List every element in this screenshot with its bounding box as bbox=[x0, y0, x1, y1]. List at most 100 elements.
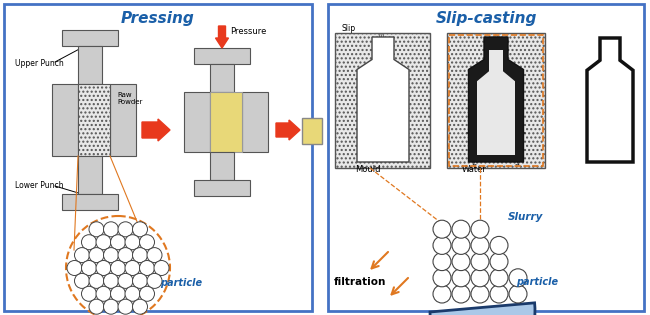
Circle shape bbox=[471, 236, 489, 255]
Bar bbox=[210, 64, 234, 92]
Circle shape bbox=[433, 236, 451, 255]
Circle shape bbox=[118, 222, 133, 237]
Circle shape bbox=[96, 235, 111, 250]
Text: Water: Water bbox=[462, 165, 487, 174]
Circle shape bbox=[490, 285, 508, 303]
Bar bbox=[210, 152, 234, 180]
Circle shape bbox=[490, 253, 508, 271]
Circle shape bbox=[509, 285, 527, 303]
Circle shape bbox=[125, 261, 140, 276]
Circle shape bbox=[433, 253, 451, 271]
Circle shape bbox=[89, 248, 104, 263]
Circle shape bbox=[490, 269, 508, 287]
Text: particle: particle bbox=[160, 278, 202, 288]
Bar bbox=[335, 33, 430, 168]
FancyArrow shape bbox=[276, 120, 300, 140]
Bar bbox=[4, 4, 312, 311]
Text: Slip-casting: Slip-casting bbox=[436, 10, 537, 26]
Circle shape bbox=[81, 261, 96, 276]
Circle shape bbox=[433, 220, 451, 238]
Circle shape bbox=[133, 248, 148, 263]
Text: Upper Punch: Upper Punch bbox=[15, 59, 64, 67]
Circle shape bbox=[103, 299, 118, 314]
Bar bbox=[328, 4, 644, 311]
Circle shape bbox=[133, 299, 148, 314]
Circle shape bbox=[471, 220, 489, 238]
Circle shape bbox=[118, 273, 133, 289]
Text: Mould: Mould bbox=[355, 165, 380, 174]
Circle shape bbox=[111, 261, 125, 276]
Circle shape bbox=[133, 222, 148, 237]
Circle shape bbox=[118, 299, 133, 314]
Circle shape bbox=[452, 220, 470, 238]
Circle shape bbox=[89, 273, 104, 289]
Text: Slurry: Slurry bbox=[508, 212, 543, 222]
Polygon shape bbox=[587, 38, 633, 162]
Bar bbox=[62, 194, 118, 210]
Circle shape bbox=[81, 235, 96, 250]
Bar bbox=[78, 46, 102, 84]
Bar bbox=[62, 30, 118, 46]
Circle shape bbox=[111, 286, 125, 301]
Circle shape bbox=[118, 248, 133, 263]
Polygon shape bbox=[357, 37, 409, 162]
Bar bbox=[449, 35, 543, 166]
Circle shape bbox=[103, 248, 118, 263]
Circle shape bbox=[125, 286, 140, 301]
Bar bbox=[78, 156, 102, 194]
Text: Lower Punch: Lower Punch bbox=[15, 180, 64, 190]
Text: particle: particle bbox=[516, 277, 558, 287]
Text: Raw: Raw bbox=[117, 92, 131, 98]
Circle shape bbox=[471, 285, 489, 303]
Polygon shape bbox=[469, 37, 523, 162]
Circle shape bbox=[509, 269, 527, 287]
Circle shape bbox=[75, 248, 90, 263]
Circle shape bbox=[452, 253, 470, 271]
Bar bbox=[447, 33, 545, 168]
Circle shape bbox=[103, 273, 118, 289]
Wedge shape bbox=[430, 303, 535, 315]
Text: Pressure: Pressure bbox=[230, 27, 266, 37]
Bar bbox=[242, 92, 268, 152]
FancyArrow shape bbox=[142, 119, 170, 141]
Polygon shape bbox=[477, 50, 515, 155]
Bar bbox=[52, 84, 78, 156]
Circle shape bbox=[111, 235, 125, 250]
Circle shape bbox=[471, 269, 489, 287]
Bar bbox=[194, 180, 250, 196]
Circle shape bbox=[471, 253, 489, 271]
Text: Pressing: Pressing bbox=[121, 10, 195, 26]
Bar bbox=[110, 84, 136, 156]
Bar bbox=[78, 84, 110, 156]
Circle shape bbox=[452, 269, 470, 287]
Circle shape bbox=[140, 286, 155, 301]
Circle shape bbox=[89, 222, 104, 237]
Bar bbox=[210, 92, 242, 152]
Circle shape bbox=[147, 273, 162, 289]
FancyArrow shape bbox=[216, 26, 229, 48]
Circle shape bbox=[452, 285, 470, 303]
Text: Slip: Slip bbox=[342, 24, 356, 33]
Circle shape bbox=[103, 222, 118, 237]
Circle shape bbox=[154, 261, 169, 276]
Circle shape bbox=[67, 261, 82, 276]
Circle shape bbox=[490, 236, 508, 255]
Circle shape bbox=[140, 235, 155, 250]
Bar bbox=[194, 48, 250, 64]
Circle shape bbox=[147, 248, 162, 263]
Bar bbox=[302, 118, 322, 144]
Circle shape bbox=[75, 273, 90, 289]
Text: filtration: filtration bbox=[334, 277, 386, 287]
Circle shape bbox=[452, 236, 470, 255]
Bar bbox=[184, 92, 210, 152]
Circle shape bbox=[133, 273, 148, 289]
Circle shape bbox=[125, 235, 140, 250]
Circle shape bbox=[81, 286, 96, 301]
Circle shape bbox=[140, 261, 155, 276]
Circle shape bbox=[96, 286, 111, 301]
Circle shape bbox=[89, 299, 104, 314]
Circle shape bbox=[433, 285, 451, 303]
Circle shape bbox=[96, 261, 111, 276]
Text: Powder: Powder bbox=[117, 99, 142, 105]
Circle shape bbox=[433, 269, 451, 287]
